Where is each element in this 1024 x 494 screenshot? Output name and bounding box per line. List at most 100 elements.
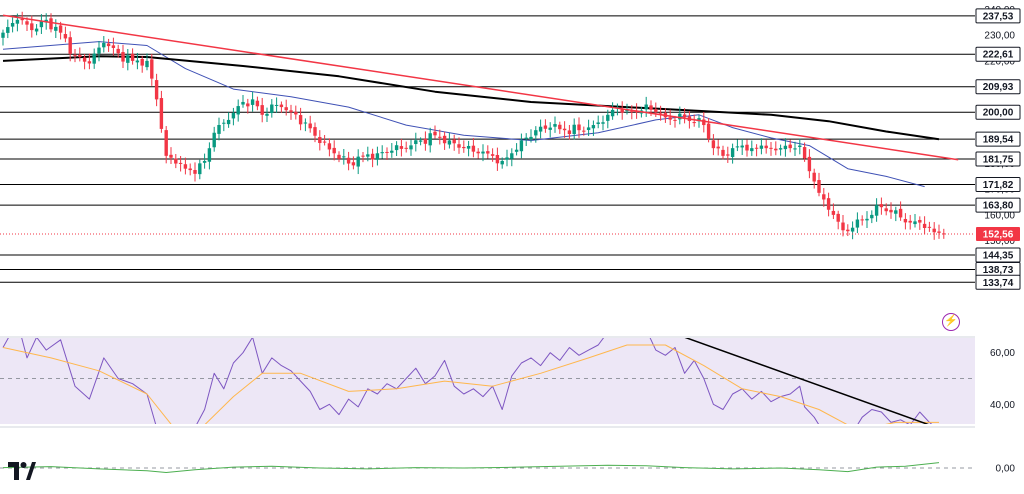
candle-body[interactable] <box>673 119 677 121</box>
candle-body[interactable] <box>154 80 159 100</box>
candle-body[interactable] <box>260 105 264 115</box>
candle-body[interactable] <box>54 26 58 31</box>
candle-body[interactable] <box>644 104 648 110</box>
candle-body[interactable] <box>246 103 250 107</box>
candle-body[interactable] <box>298 115 303 125</box>
tradingview-logo-icon[interactable] <box>8 462 36 480</box>
candle-body[interactable] <box>399 146 404 149</box>
candle-body[interactable] <box>78 54 82 57</box>
candle-body[interactable] <box>428 133 432 146</box>
candle-body[interactable] <box>706 123 711 139</box>
candle-body[interactable] <box>711 140 716 149</box>
candle-body[interactable] <box>860 219 864 221</box>
candle-body[interactable] <box>942 233 946 235</box>
candle-body[interactable] <box>198 163 202 175</box>
candle-body[interactable] <box>471 145 476 152</box>
candle-body[interactable] <box>894 210 898 214</box>
candle-body[interactable] <box>174 158 178 164</box>
candle-body[interactable] <box>740 145 744 148</box>
candle-body[interactable] <box>903 218 908 223</box>
candle-body[interactable] <box>87 61 92 64</box>
candle-body[interactable] <box>25 21 29 25</box>
candle-body[interactable] <box>130 53 135 61</box>
candle-body[interactable] <box>6 27 10 33</box>
candle-body[interactable] <box>582 130 586 132</box>
candle-body[interactable] <box>337 154 341 159</box>
momentum-pane[interactable] <box>0 462 975 473</box>
candle-body[interactable] <box>764 145 768 149</box>
candle-body[interactable] <box>889 209 893 213</box>
candle-body[interactable] <box>514 149 519 152</box>
candle-body[interactable] <box>850 227 855 232</box>
candle-body[interactable] <box>265 113 269 116</box>
candle-body[interactable] <box>543 125 548 129</box>
candle-body[interactable] <box>303 122 308 124</box>
candle-body[interactable] <box>793 148 797 150</box>
candle-body[interactable] <box>524 137 528 139</box>
candle-body[interactable] <box>346 157 351 164</box>
candle-body[interactable] <box>678 113 682 120</box>
candle-body[interactable] <box>668 117 672 120</box>
candle-body[interactable] <box>610 109 615 117</box>
candle-body[interactable] <box>140 58 144 66</box>
candle-body[interactable] <box>30 23 34 31</box>
candle-body[interactable] <box>318 137 322 144</box>
candle-body[interactable] <box>754 147 759 149</box>
candle-body[interactable] <box>92 53 96 64</box>
candle-body[interactable] <box>558 124 562 130</box>
candle-body[interactable] <box>250 99 255 105</box>
candle-body[interactable] <box>922 223 927 228</box>
oscillator-average-line[interactable] <box>2 344 939 430</box>
candle-body[interactable] <box>812 172 816 182</box>
candle-body[interactable] <box>1 32 5 38</box>
candle-body[interactable] <box>34 28 39 32</box>
candle-body[interactable] <box>826 198 831 210</box>
candle-body[interactable] <box>447 140 452 145</box>
candle-body[interactable] <box>879 204 884 208</box>
candle-body[interactable] <box>908 220 912 223</box>
candle-body[interactable] <box>111 45 116 48</box>
candle-body[interactable] <box>519 140 524 152</box>
candle-body[interactable] <box>534 130 538 136</box>
candle-body[interactable] <box>308 123 312 129</box>
candle-body[interactable] <box>788 144 792 149</box>
candle-body[interactable] <box>145 60 149 68</box>
candle-body[interactable] <box>807 156 812 172</box>
candle-body[interactable] <box>193 170 197 174</box>
candle-body[interactable] <box>212 132 216 148</box>
candle-body[interactable] <box>591 125 596 129</box>
candle-body[interactable] <box>418 140 423 142</box>
candle-body[interactable] <box>102 42 106 48</box>
candle-body[interactable] <box>222 122 226 124</box>
candle-body[interactable] <box>486 151 490 154</box>
candle-body[interactable] <box>351 162 356 166</box>
candle-body[interactable] <box>606 114 610 121</box>
candle-body[interactable] <box>620 108 624 113</box>
candle-body[interactable] <box>385 151 389 153</box>
candle-body[interactable] <box>562 128 567 131</box>
candle-body[interactable] <box>390 150 394 153</box>
candle-body[interactable] <box>270 104 274 114</box>
candle-body[interactable] <box>394 145 399 151</box>
candle-body[interactable] <box>855 219 860 228</box>
candle-body[interactable] <box>150 59 154 79</box>
candle-body[interactable] <box>370 153 375 160</box>
candle-body[interactable] <box>596 122 600 124</box>
candle-body[interactable] <box>116 48 120 54</box>
price-pane[interactable] <box>0 11 975 283</box>
candle-body[interactable] <box>682 114 687 118</box>
candle-body[interactable] <box>135 60 140 63</box>
candle-body[interactable] <box>178 162 183 164</box>
candle-body[interactable] <box>495 154 500 164</box>
candle-body[interactable] <box>207 148 212 162</box>
candle-body[interactable] <box>409 145 413 150</box>
candle-body[interactable] <box>735 146 740 148</box>
candle-body[interactable] <box>231 112 236 119</box>
candle-body[interactable] <box>937 231 941 233</box>
candle-body[interactable] <box>510 153 514 159</box>
candle-body[interactable] <box>759 145 764 149</box>
candle-body[interactable] <box>241 101 245 105</box>
candle-body[interactable] <box>217 124 221 134</box>
candle-body[interactable] <box>39 20 44 28</box>
